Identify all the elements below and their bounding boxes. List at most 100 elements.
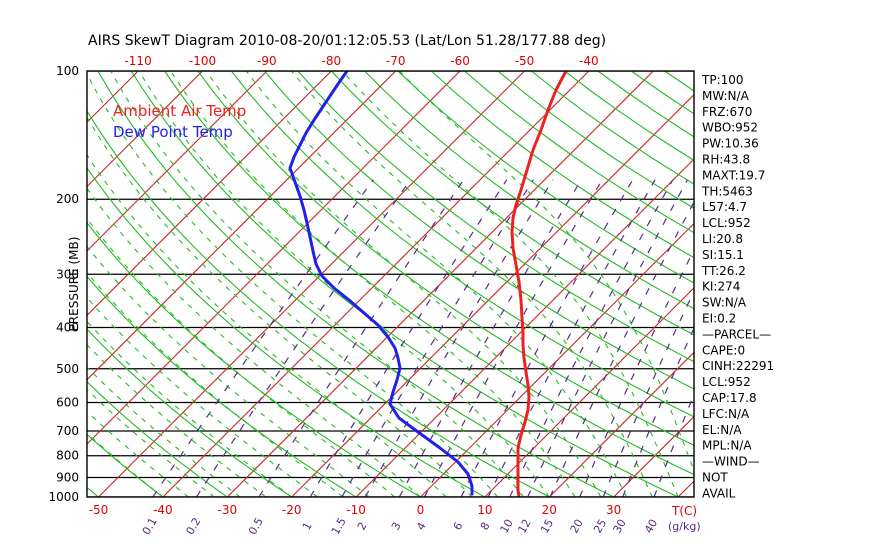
moist-adiabat-line <box>245 71 628 497</box>
top-temperature-tick-label: -60 <box>450 54 470 68</box>
dry-adiabat-line <box>87 328 292 497</box>
dry-adiabat-line <box>430 71 694 259</box>
parameter-item: MW:N/A <box>702 89 750 103</box>
moist-adiabat-line <box>87 217 396 497</box>
plot-frame <box>86 70 695 498</box>
parameter-item: SI:15.1 <box>702 248 744 262</box>
moist-adiabat-line <box>87 410 190 497</box>
parameter-item: —WIND— <box>702 455 760 469</box>
parameter-item: CAP:17.8 <box>702 391 757 405</box>
pressure-tick-label: 300 <box>56 267 79 281</box>
parameter-item: TH:5463 <box>701 184 753 198</box>
grid-lines-layer <box>87 71 694 497</box>
moist-adiabat-line <box>87 153 447 497</box>
x-axis-label-temperature: T(C) <box>671 504 697 518</box>
moist-adiabat-line <box>87 320 293 497</box>
ambient-air-temp-curve <box>510 71 568 497</box>
isotherm-line <box>484 287 694 497</box>
moist-adiabat-line <box>399 71 694 473</box>
parameter-item: LCL:952 <box>702 375 751 389</box>
bottom-temperature-tick-label: 30 <box>606 503 621 517</box>
parameter-item: CAPE:0 <box>702 343 745 357</box>
mixing-ratio-line <box>364 179 554 497</box>
top-temperature-tick-label: -50 <box>515 54 535 68</box>
parameter-item: FRZ:670 <box>702 105 752 119</box>
bottom-temperature-tick-label: -20 <box>282 503 302 517</box>
pressure-tick-label: 400 <box>56 320 79 334</box>
moist-adiabat-line <box>87 116 473 497</box>
mixing-ratio-tick-label: 12 <box>516 517 534 536</box>
pressure-tick-label: 200 <box>56 192 79 206</box>
isotherm-line <box>548 351 694 497</box>
data-curves-layer <box>288 71 568 497</box>
bottom-temperature-tick-label: -40 <box>153 503 173 517</box>
mixing-ratio-line <box>423 179 603 497</box>
isotherm-line <box>291 93 694 497</box>
pressure-tick-label: 100 <box>56 64 79 78</box>
parameter-item: KI:274 <box>702 280 740 294</box>
parameter-item: L57:4.7 <box>702 200 747 214</box>
moist-adiabat-line <box>87 72 499 497</box>
bottom-temperature-tick-label: -10 <box>346 503 366 517</box>
top-temperature-tick-label: -110 <box>124 54 151 68</box>
parameter-item: TP:100 <box>701 73 744 87</box>
moist-adiabat-line <box>87 187 421 497</box>
parameter-item: LCL:952 <box>702 216 751 230</box>
dry-adiabat-line <box>364 71 694 310</box>
moist-adiabat-line <box>87 432 164 497</box>
dry-adiabat-line <box>164 71 694 476</box>
pressure-tick-label: 500 <box>56 362 79 376</box>
mixing-ratio-line <box>195 179 411 497</box>
parameter-item: WBO:952 <box>702 121 758 135</box>
mixing-ratio-line <box>258 179 465 497</box>
dew-point-temp-curve <box>288 71 474 496</box>
dry-adiabat-line <box>87 167 486 497</box>
parameter-list: TP:100 MW:N/A FRZ:670 WBO:952 PW:10.36 RH:43.… <box>701 73 774 500</box>
moist-adiabat-line <box>290 71 653 497</box>
dry-adiabat-line <box>87 110 550 497</box>
top-temperature-tick-label: -80 <box>321 54 341 68</box>
parameter-item: CINH:22291 <box>702 359 774 373</box>
isotherm-line <box>87 71 397 381</box>
pressure-tick-label: 600 <box>56 395 79 409</box>
parameter-item: LFC:N/A <box>702 407 750 421</box>
bottom-temperature-tick-label: 0 <box>417 503 425 517</box>
moist-adiabat-line <box>87 271 344 497</box>
isotherm-line <box>87 71 461 445</box>
bottom-temperature-tick-label: 20 <box>542 503 557 517</box>
isotherm-line <box>98 71 525 497</box>
mixing-ratio-tick-label: 40 <box>642 517 660 536</box>
parameter-item: AVAIL <box>702 486 736 500</box>
parameter-item: MAXT:19.7 <box>702 168 765 182</box>
dry-adiabat-line <box>297 71 694 363</box>
isotherm-line <box>226 71 654 497</box>
top-temperature-tick-label: -90 <box>257 54 277 68</box>
top-temperature-tick-label: -100 <box>189 54 216 68</box>
isotherm-line <box>87 71 268 252</box>
y-axis-label: PRESSURE (MB) <box>67 237 81 332</box>
parameter-item: TT:26.2 <box>701 264 746 278</box>
parameter-item: NOT <box>702 471 728 485</box>
parameter-item: MPL:N/A <box>702 439 752 453</box>
moist-adiabat-line <box>138 71 550 497</box>
dry-adiabat-line <box>130 71 679 497</box>
legend-ambient-air-temp: Ambient Air Temp <box>113 102 246 120</box>
parameter-item: RH:43.8 <box>702 153 750 167</box>
isotherm-line <box>355 158 694 497</box>
parameter-item: PW:10.36 <box>702 137 759 151</box>
mixing-ratio-line <box>341 179 534 497</box>
mixing-ratio-tick-label: 25 <box>591 517 609 536</box>
pressure-tick-label: 700 <box>56 424 79 438</box>
moist-adiabat-line <box>205 71 602 497</box>
mixing-ratio-line <box>460 179 634 497</box>
dry-adiabat-line <box>264 71 694 390</box>
moist-adiabat-line <box>170 71 576 497</box>
parameter-item: EL:N/A <box>702 423 742 437</box>
moist-adiabat-line <box>87 296 318 497</box>
x-axis-label-mixing-ratio: (g/kg) <box>668 520 701 533</box>
parameter-item: —PARCEL— <box>702 327 771 341</box>
top-temperature-tick-label: -40 <box>579 54 599 68</box>
bottom-temperature-tick-label: -50 <box>89 503 109 517</box>
pressure-tick-label: 900 <box>56 471 79 485</box>
